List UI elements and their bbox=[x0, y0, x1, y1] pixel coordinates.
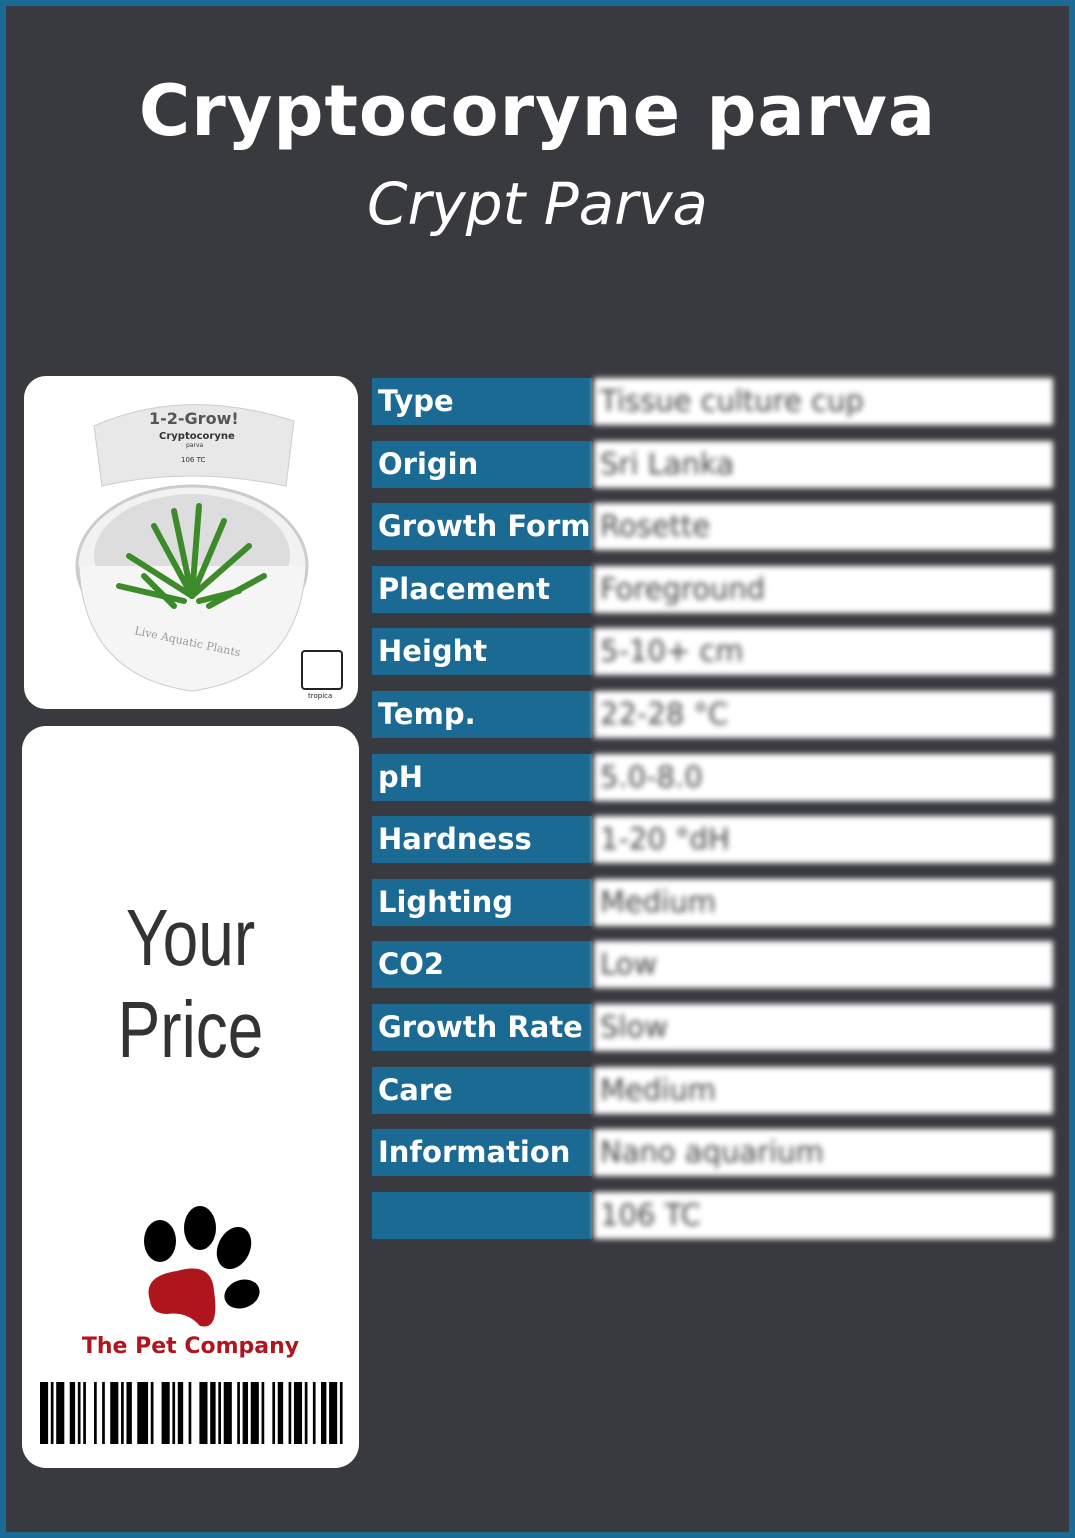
svg-text:parva: parva bbox=[186, 442, 204, 449]
barcode-bar bbox=[293, 1382, 303, 1444]
spec-value: Sri Lanka bbox=[594, 441, 1053, 488]
barcode-bar bbox=[161, 1382, 170, 1444]
barcode-bar bbox=[277, 1382, 284, 1444]
spec-label: Temp. bbox=[372, 691, 592, 738]
paw-logo-icon bbox=[144, 1206, 260, 1327]
spec-row: pH 5.0-8.0 bbox=[372, 754, 1053, 801]
barcode-bar bbox=[320, 1382, 327, 1444]
barcode-bar bbox=[137, 1382, 149, 1444]
spec-row: Type Tissue culture cup bbox=[372, 378, 1053, 425]
barcode-bar bbox=[83, 1382, 86, 1444]
barcode-bar bbox=[261, 1382, 265, 1444]
spec-value: Medium bbox=[594, 1067, 1053, 1114]
barcode-bar bbox=[110, 1382, 119, 1444]
barcode-bar bbox=[250, 1382, 259, 1444]
spec-value: Low bbox=[594, 941, 1053, 988]
spec-row: Lighting Medium bbox=[372, 879, 1053, 926]
spec-label: Height bbox=[372, 628, 592, 675]
spec-value: Nano aquarium bbox=[594, 1129, 1053, 1176]
barcode-bar bbox=[210, 1382, 216, 1444]
barcode-bar bbox=[329, 1382, 338, 1444]
spec-value: 5-10+ cm bbox=[594, 628, 1053, 675]
spec-value: 5.0-8.0 bbox=[594, 754, 1053, 801]
spec-value: 106 TC bbox=[594, 1192, 1053, 1239]
barcode bbox=[40, 1382, 343, 1444]
barcode-bar bbox=[199, 1382, 208, 1444]
price-label: Your Price bbox=[117, 893, 264, 1074]
barcode-bar bbox=[223, 1382, 232, 1444]
barcode-bar bbox=[69, 1382, 76, 1444]
barcode-bar bbox=[188, 1382, 192, 1444]
barcode-bar bbox=[40, 1382, 49, 1444]
spec-label: Placement bbox=[372, 566, 592, 613]
spec-label: Lighting bbox=[372, 879, 592, 926]
spec-value: Tissue culture cup bbox=[594, 378, 1053, 425]
spec-row: Care Medium bbox=[372, 1067, 1053, 1114]
spec-label: Growth Form bbox=[372, 503, 592, 550]
barcode-bar bbox=[126, 1382, 132, 1444]
spec-row: 106 TC bbox=[372, 1192, 1053, 1239]
spec-row: Information Nano aquarium bbox=[372, 1129, 1053, 1176]
spec-value: 1-20 °dH bbox=[594, 816, 1053, 863]
barcode-bar bbox=[288, 1382, 292, 1444]
spec-row: Growth Form Rosette bbox=[372, 503, 1053, 550]
barcode-bar bbox=[77, 1382, 81, 1444]
spec-row: Hardness 1-20 °dH bbox=[372, 816, 1053, 863]
barcode-bar bbox=[150, 1382, 154, 1444]
common-name: Crypt Parva bbox=[367, 170, 708, 238]
spec-label: Type bbox=[372, 378, 592, 425]
spec-value: Medium bbox=[594, 879, 1053, 926]
spec-value: Foreground bbox=[594, 566, 1053, 613]
barcode-bar bbox=[177, 1382, 184, 1444]
barcode-bar bbox=[312, 1382, 316, 1444]
spec-label: Care bbox=[372, 1067, 592, 1114]
spec-value: 22-28 °C bbox=[594, 691, 1053, 738]
spec-row: Growth Rate Slow bbox=[372, 1004, 1053, 1051]
brand-name: The Pet Company bbox=[81, 1334, 300, 1359]
product-image: 1-2-Grow! Cryptocoryne parva 106 TC Live… bbox=[24, 376, 358, 709]
barcode-bar bbox=[121, 1382, 124, 1444]
price-card: Your Price The Pet Company bbox=[22, 726, 359, 1468]
barcode-bar bbox=[218, 1382, 222, 1444]
barcode-bar bbox=[50, 1382, 54, 1444]
barcode-bar bbox=[102, 1382, 105, 1444]
plant-cup-illustration: 1-2-Grow! Cryptocoryne parva 106 TC Live… bbox=[75, 404, 343, 700]
barcode-bar bbox=[56, 1382, 65, 1444]
barcode-bar bbox=[237, 1382, 240, 1444]
svg-text:1-2-Grow!: 1-2-Grow! bbox=[149, 409, 239, 428]
barcode-bar bbox=[339, 1382, 343, 1444]
barcode-bar bbox=[304, 1382, 308, 1444]
spec-row: Temp. 22-28 °C bbox=[372, 691, 1053, 738]
spec-row: CO2 Low bbox=[372, 941, 1053, 988]
barcode-bar bbox=[242, 1382, 249, 1444]
barcode-bar bbox=[272, 1382, 276, 1444]
spec-row: Placement Foreground bbox=[372, 566, 1053, 613]
spec-label: Information bbox=[372, 1129, 592, 1176]
svg-text:tropica: tropica bbox=[308, 692, 332, 700]
spec-value: Rosette bbox=[594, 503, 1053, 550]
spec-label bbox=[372, 1192, 592, 1239]
spec-label: Origin bbox=[372, 441, 592, 488]
svg-text:106 TC: 106 TC bbox=[181, 456, 205, 464]
spec-value: Slow bbox=[594, 1004, 1053, 1051]
spec-label: Growth Rate bbox=[372, 1004, 592, 1051]
spec-label: Hardness bbox=[372, 816, 592, 863]
spec-row: Origin Sri Lanka bbox=[372, 441, 1053, 488]
svg-text:Cryptocoryne: Cryptocoryne bbox=[159, 431, 235, 442]
spec-label: CO2 bbox=[372, 941, 592, 988]
page-title: Cryptocoryne parva bbox=[138, 70, 937, 152]
barcode-bar bbox=[94, 1382, 97, 1444]
barcode-bar bbox=[172, 1382, 176, 1444]
spec-label: pH bbox=[372, 754, 592, 801]
spec-row: Height 5-10+ cm bbox=[372, 628, 1053, 675]
